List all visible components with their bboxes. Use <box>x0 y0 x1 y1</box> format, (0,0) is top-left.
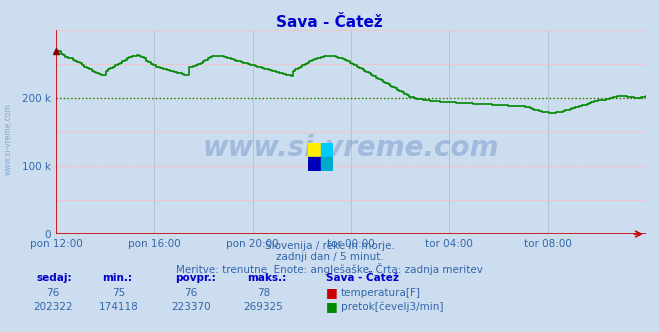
Text: 174118: 174118 <box>99 302 138 312</box>
Text: ■: ■ <box>326 286 338 299</box>
Text: Sava - Čatež: Sava - Čatež <box>326 273 399 283</box>
Text: temperatura[F]: temperatura[F] <box>341 288 420 298</box>
Text: sedaj:: sedaj: <box>36 273 72 283</box>
Bar <box>308 143 321 157</box>
Text: www.si-vreme.com: www.si-vreme.com <box>3 104 13 175</box>
Bar <box>321 143 333 157</box>
Text: min.:: min.: <box>102 273 132 283</box>
Text: Sava - Čatež: Sava - Čatež <box>276 15 383 30</box>
Text: povpr.:: povpr.: <box>175 273 215 283</box>
Text: 76: 76 <box>46 288 59 298</box>
Text: 202322: 202322 <box>33 302 72 312</box>
Text: ■: ■ <box>326 300 338 313</box>
Text: www.si-vreme.com: www.si-vreme.com <box>203 134 499 162</box>
Text: 78: 78 <box>257 288 270 298</box>
Bar <box>308 157 321 171</box>
Text: pretok[čevelj3/min]: pretok[čevelj3/min] <box>341 302 444 312</box>
Text: 223370: 223370 <box>171 302 211 312</box>
Text: Meritve: trenutne  Enote: anglešaške  Črta: zadnja meritev: Meritve: trenutne Enote: anglešaške Črta… <box>176 263 483 275</box>
Text: zadnji dan / 5 minut.: zadnji dan / 5 minut. <box>275 252 384 262</box>
Text: maks.:: maks.: <box>247 273 287 283</box>
Text: 75: 75 <box>112 288 125 298</box>
Bar <box>321 157 333 171</box>
Text: 269325: 269325 <box>244 302 283 312</box>
Text: Slovenija / reke in morje.: Slovenija / reke in morje. <box>264 241 395 251</box>
Text: 76: 76 <box>185 288 198 298</box>
